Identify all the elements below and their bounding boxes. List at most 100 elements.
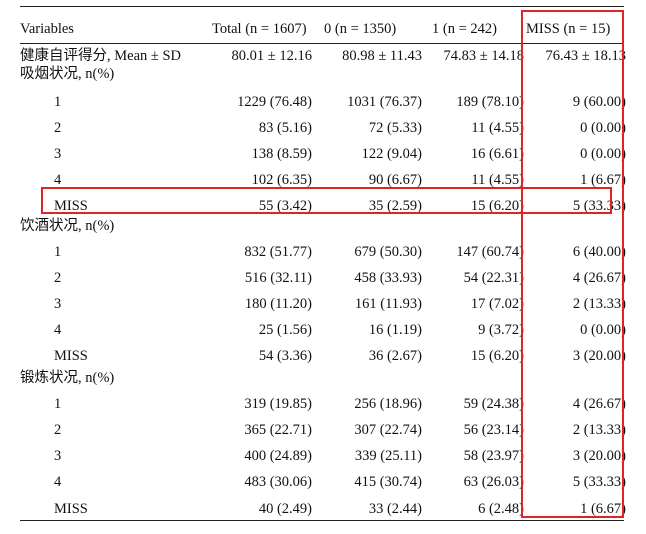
row-label: 1: [54, 396, 62, 412]
table-row: 2 365 (22.71) 307 (22.74) 56 (23.14) 2 (13.3…: [20, 418, 626, 442]
table-bottom-rule: [20, 520, 624, 521]
header-group-0: 0 (n = 1350): [324, 21, 397, 37]
row-value: 0 (0.00): [580, 322, 626, 338]
row-value: 339 (25.11): [354, 448, 422, 464]
row-label: 3: [54, 448, 62, 464]
table-row: 1 319 (19.85) 256 (18.96) 59 (24.38) 4 (26.6…: [20, 392, 626, 416]
row-label: 1: [54, 94, 62, 110]
row-value: 2 (13.33): [572, 422, 626, 438]
row-value: 319 (19.85): [244, 396, 312, 412]
row-value: 0 (0.00): [580, 120, 626, 136]
table-row: 吸烟状况, n(%): [20, 62, 624, 86]
table-header-row: Variables Total (n = 1607) 0 (n = 1350) …: [20, 17, 624, 41]
row-value: 72 (5.33): [368, 120, 422, 136]
highlight-miss-row-box: [41, 187, 612, 214]
row-value: 161 (11.93): [354, 296, 422, 312]
row-value: 58 (23.97): [463, 448, 524, 464]
row-value: 6 (40.00): [572, 244, 626, 260]
row-value: 2 (13.33): [572, 296, 626, 312]
row-value: 147 (60.74): [456, 244, 524, 260]
row-value: 33 (2.44): [368, 501, 422, 517]
row-value: 679 (50.30): [354, 244, 422, 260]
row-value: 138 (8.59): [251, 146, 312, 162]
row-value: 6 (2.48): [478, 501, 524, 517]
row-value: 80.01 ± 12.16: [231, 48, 312, 64]
row-label: 饮酒状况, n(%): [20, 218, 115, 234]
row-label: 4: [54, 172, 62, 188]
row-value: 54 (3.36): [258, 348, 312, 364]
row-value: 3 (20.00): [572, 448, 626, 464]
row-label: 3: [54, 146, 62, 162]
row-value: 400 (24.89): [244, 448, 312, 464]
table-row: 2 516 (32.11) 458 (33.93) 54 (22.31) 4 (26.6…: [20, 266, 626, 290]
row-label: 1: [54, 244, 62, 260]
table-row: 饮酒状况, n(%): [20, 214, 624, 238]
row-label: MISS: [54, 198, 88, 214]
row-value: 516 (32.11): [244, 270, 312, 286]
row-value: 80.98 ± 11.43: [342, 48, 422, 64]
row-value: 76.43 ± 18.13: [545, 48, 626, 64]
row-value: 40 (2.49): [258, 501, 312, 517]
row-label: 3: [54, 296, 62, 312]
row-value: 55 (3.42): [258, 198, 312, 214]
row-value: 307 (22.74): [354, 422, 422, 438]
table-row: 4 102 (6.35) 90 (6.67) 11 (4.55) 1 (6.67): [20, 168, 626, 192]
row-label: 4: [54, 322, 62, 338]
table-row: 2 83 (5.16) 72 (5.33) 11 (4.55) 0 (0.00): [20, 116, 626, 140]
row-label: 4: [54, 474, 62, 490]
table-row: 3 180 (11.20) 161 (11.93) 17 (7.02) 2 (13.33…: [20, 292, 626, 316]
table-row: 锻炼状况, n(%): [20, 366, 624, 390]
highlight-miss-column-box: [521, 10, 624, 518]
header-group-1: 1 (n = 242): [432, 21, 497, 37]
row-label: MISS: [54, 348, 88, 364]
table-row: 4 483 (30.06) 415 (30.74) 63 (26.03) 5 (33.3…: [20, 470, 626, 494]
row-label: 2: [54, 120, 62, 136]
row-value: 11 (4.55): [471, 172, 524, 188]
table-row: 健康自评得分, Mean ± SD 80.01 ± 12.16 80.98 ± 11…: [20, 44, 626, 68]
row-value: 83 (5.16): [258, 120, 312, 136]
row-value: 5 (33.33): [572, 474, 626, 490]
row-label: 健康自评得分, Mean ± SD: [20, 48, 182, 64]
row-value: 25 (1.56): [258, 322, 312, 338]
table-row: MISS 55 (3.42) 35 (2.59) 15 (6.20) 5 (33.33): [20, 194, 626, 218]
table-top-rule: [20, 6, 624, 7]
table-row: 3 138 (8.59) 122 (9.04) 16 (6.61) 0 (0.00): [20, 142, 626, 166]
row-value: 74.83 ± 14.18: [443, 48, 524, 64]
header-total: Total (n = 1607): [212, 21, 307, 37]
row-label: 2: [54, 422, 62, 438]
row-value: 16 (6.61): [470, 146, 524, 162]
row-value: 36 (2.67): [368, 348, 422, 364]
row-value: 56 (23.14): [463, 422, 524, 438]
row-value: 17 (7.02): [470, 296, 524, 312]
row-value: 458 (33.93): [354, 270, 422, 286]
row-value: 0 (0.00): [580, 146, 626, 162]
row-value: 15 (6.20): [470, 348, 524, 364]
table-row: 4 25 (1.56) 16 (1.19) 9 (3.72) 0 (0.00): [20, 318, 626, 342]
row-value: 256 (18.96): [354, 396, 422, 412]
row-value: 90 (6.67): [368, 172, 422, 188]
row-value: 832 (51.77): [244, 244, 312, 260]
row-label: 2: [54, 270, 62, 286]
row-label: MISS: [54, 501, 88, 517]
row-value: 3 (20.00): [572, 348, 626, 364]
row-value: 189 (78.10): [456, 94, 524, 110]
row-value: 54 (22.31): [463, 270, 524, 286]
row-value: 365 (22.71): [244, 422, 312, 438]
row-value: 4 (26.67): [572, 270, 626, 286]
row-value: 102 (6.35): [251, 172, 312, 188]
row-label: 吸烟状况, n(%): [20, 66, 115, 82]
row-value: 1031 (76.37): [347, 94, 422, 110]
row-value: 483 (30.06): [244, 474, 312, 490]
row-value: 180 (11.20): [244, 296, 312, 312]
row-value: 16 (1.19): [368, 322, 422, 338]
row-value: 35 (2.59): [368, 198, 422, 214]
row-value: 1 (6.67): [580, 172, 626, 188]
row-value: 9 (3.72): [478, 322, 524, 338]
table-row: MISS 40 (2.49) 33 (2.44) 6 (2.48) 1 (6.67): [20, 497, 626, 521]
row-value: 9 (60.00): [572, 94, 626, 110]
row-value: 63 (26.03): [463, 474, 524, 490]
table-row: MISS 54 (3.36) 36 (2.67) 15 (6.20) 3 (20.00): [20, 344, 626, 368]
row-value: 4 (26.67): [572, 396, 626, 412]
row-value: 59 (24.38): [463, 396, 524, 412]
header-miss: MISS (n = 15): [526, 21, 611, 37]
